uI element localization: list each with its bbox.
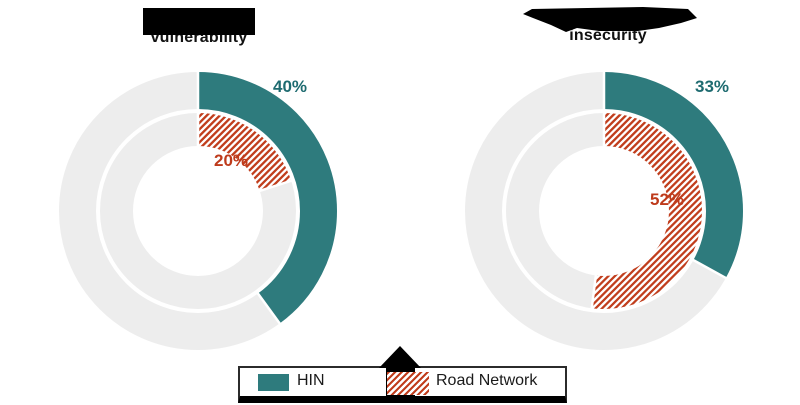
legend-swatch-hin (258, 374, 289, 391)
chart-title-insecurity: insecurity (569, 27, 647, 44)
inner-ring-value-label: 52% (649, 190, 685, 209)
legend-swatch-road-network (387, 372, 429, 395)
donut-chart-insecurity (465, 71, 743, 350)
outer-ring-value-label: 40% (272, 77, 308, 96)
legend-label-hin: HIN (297, 372, 325, 389)
donut-chart-vulnerability (59, 71, 337, 350)
inner-ring-value-label: 20% (213, 151, 249, 170)
up-arrow-icon (379, 346, 421, 368)
outer-ring-value-label: 33% (694, 77, 730, 96)
legend-label-road-network: Road Network (436, 372, 538, 389)
redaction-box (143, 8, 255, 35)
